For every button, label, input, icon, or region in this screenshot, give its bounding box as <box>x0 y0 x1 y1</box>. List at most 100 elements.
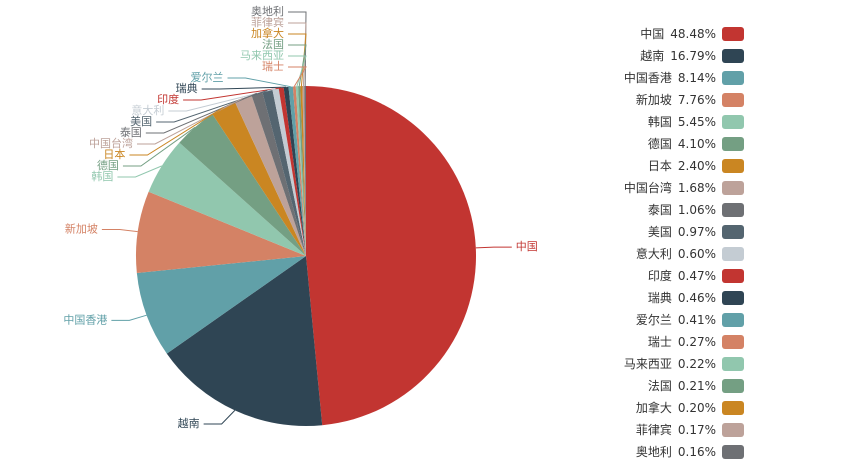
slice-label: 泰国 <box>120 125 142 139</box>
pie-slice <box>283 86 306 257</box>
legend-name: 韩国 <box>648 114 672 129</box>
legend-swatch <box>722 291 744 305</box>
slice-label: 德国 <box>97 158 119 172</box>
leader-line <box>288 33 307 87</box>
slice-label: 奥地利 <box>251 4 284 18</box>
legend-value: 0.47% <box>678 269 716 283</box>
legend-swatch <box>722 181 744 195</box>
legend-swatch <box>722 49 744 63</box>
legend-name: 新加坡 <box>636 92 672 107</box>
pie-slice <box>278 87 306 257</box>
leader-line <box>203 410 236 425</box>
legend-name: 意大利 <box>636 246 672 261</box>
leader-line <box>129 107 224 156</box>
slice-label: 越南 <box>178 416 200 430</box>
pie-slice <box>295 86 306 257</box>
legend-swatch <box>722 93 744 107</box>
legend-name: 加拿大 <box>636 400 672 415</box>
legend-label: 德国 4.10% <box>648 136 716 151</box>
legend-value: 1.68% <box>678 181 716 195</box>
legend-swatch <box>722 27 744 41</box>
legend-label: 瑞典 0.46% <box>648 291 716 305</box>
legend-name: 马来西亚 <box>624 357 672 371</box>
slice-label: 意大利 <box>131 103 164 117</box>
pie-slice <box>304 86 306 256</box>
legend-label: 越南 16.79% <box>640 48 716 63</box>
legend-name: 泰国 <box>648 203 672 217</box>
legend-value: 0.16% <box>678 445 716 459</box>
pie-slice <box>292 86 306 256</box>
legend-value: 0.20% <box>678 401 716 415</box>
pie-slice <box>262 89 306 257</box>
slice-label: 中国香港 <box>63 313 107 326</box>
legend-swatch <box>722 137 744 151</box>
legend-label: 法国 0.21% <box>648 379 716 393</box>
legend-name: 中国 <box>640 26 664 41</box>
legend-label: 印度 0.47% <box>648 268 716 283</box>
legend-value: 4.10% <box>678 137 716 151</box>
legend-label: 瑞士 0.27% <box>648 335 716 349</box>
legend-label: 韩国 5.45% <box>648 114 716 129</box>
pie-slice <box>166 256 323 427</box>
pie-slice <box>251 91 306 256</box>
pie-slice <box>288 86 306 257</box>
pie-slice <box>179 114 306 256</box>
pie-slice <box>300 86 306 256</box>
legend-name: 德国 <box>648 136 672 151</box>
legend-value: 0.60% <box>678 247 716 261</box>
legend-name: 美国 <box>648 225 672 239</box>
leader-line <box>288 66 307 87</box>
pie-slice <box>136 256 306 354</box>
legend-label: 加拿大 0.20% <box>636 400 716 415</box>
legend-swatch <box>722 313 744 327</box>
slice-label: 中国台湾 <box>89 136 133 150</box>
slice-label: 新加坡 <box>65 221 98 235</box>
leader-line <box>101 228 138 233</box>
legend-swatch <box>722 445 744 459</box>
legend-name: 越南 <box>640 48 664 63</box>
legend-name: 奥地利 <box>636 445 672 459</box>
leader-line <box>122 126 196 167</box>
legend-label: 马来西亚 0.22% <box>624 357 716 371</box>
slice-label: 瑞士 <box>262 59 284 73</box>
legend-name: 中国台湾 <box>624 180 672 195</box>
legend-label: 爱尔兰 0.41% <box>636 312 716 327</box>
slice-label: 爱尔兰 <box>191 71 224 84</box>
legend-name: 菲律宾 <box>636 422 672 437</box>
legend-label: 中国台湾 1.68% <box>624 180 716 195</box>
slice-label: 印度 <box>157 92 179 106</box>
slice-label: 菲律宾 <box>251 15 284 29</box>
slice-label: 中国 <box>516 240 538 253</box>
legend-name: 瑞典 <box>648 291 672 305</box>
legend-name: 爱尔兰 <box>636 312 672 327</box>
legend-name: 中国香港 <box>624 70 672 85</box>
slice-label: 日本 <box>103 147 125 161</box>
pie-slice <box>302 86 306 256</box>
leader-line <box>288 11 307 87</box>
legend-value: 0.41% <box>678 313 716 327</box>
legend-swatch <box>722 225 744 239</box>
leader-line <box>201 86 287 90</box>
pie-slice <box>234 94 306 256</box>
legend-value: 1.06% <box>678 203 716 217</box>
legend-swatch <box>722 269 744 283</box>
legend-name: 印度 <box>648 268 672 283</box>
legend-swatch <box>722 401 744 415</box>
legend-value: 0.46% <box>678 291 716 305</box>
leader-line <box>183 87 282 101</box>
pie-slice <box>136 191 306 273</box>
legend-value: 0.21% <box>678 379 716 393</box>
slice-label: 韩国 <box>91 169 113 183</box>
legend-value: 0.17% <box>678 423 716 437</box>
legend-value: 48.48% <box>670 27 716 41</box>
legend-swatch <box>722 379 744 393</box>
legend-label: 奥地利 0.16% <box>636 445 716 459</box>
pie-slice <box>298 86 306 256</box>
legend-label: 菲律宾 0.17% <box>636 422 716 437</box>
legend-value: 5.45% <box>678 115 716 129</box>
legend-label: 意大利 0.60% <box>636 246 716 261</box>
leader-line <box>156 89 268 123</box>
legend-swatch <box>722 115 744 129</box>
legend-swatch <box>722 357 744 371</box>
